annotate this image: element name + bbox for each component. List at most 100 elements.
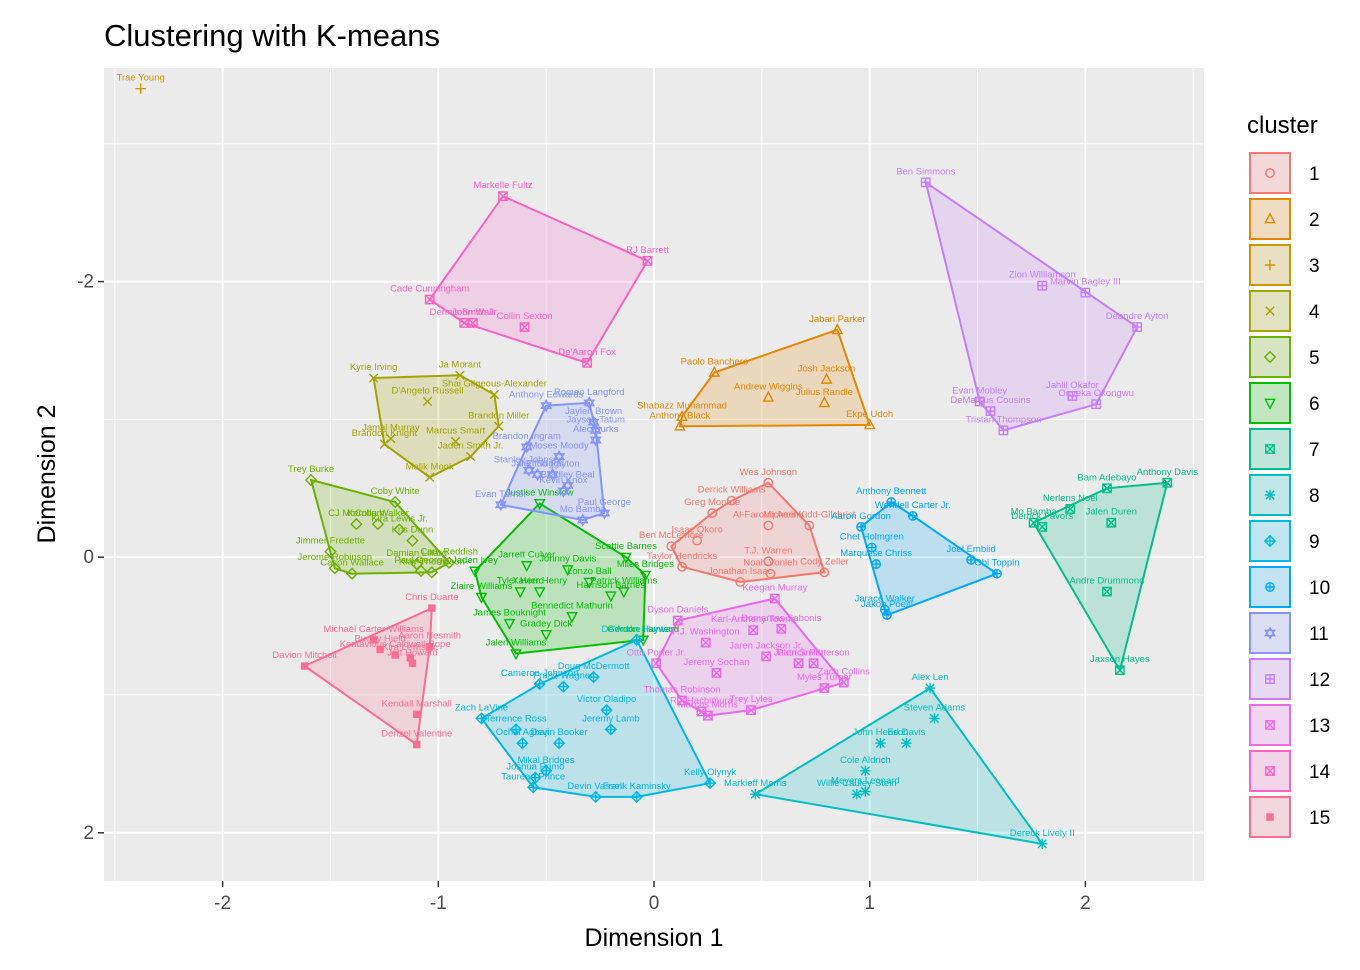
- legend-key-symbol: [1264, 259, 1276, 271]
- point-obi-toppin: Obi Toppin: [974, 558, 1020, 579]
- point-jayson-tatum: Jayson Tatum: [567, 414, 625, 437]
- point-deandre-ayton: Deandre Ayton: [1106, 311, 1168, 332]
- legend-key-symbol: [1263, 534, 1277, 548]
- legend-key-bg: [1249, 382, 1291, 424]
- point-keegan-murray: Keegan Murray: [742, 583, 808, 604]
- x-tick-label: 0: [649, 893, 660, 914]
- point-label: Andrew Wiggins: [734, 381, 803, 392]
- point-markieff-morris: Markieff Morris: [724, 778, 787, 800]
- point-zion-williamson: Zion Williamson: [1009, 270, 1076, 291]
- point-t-j-warren: T.J. Warren: [744, 545, 792, 567]
- point-label: Doug McDermott: [558, 661, 630, 672]
- cluster-hulls: [302, 180, 1169, 846]
- point-josh-jackson: Josh Jackson: [798, 363, 856, 384]
- point-label: Kira Lewis Jr.: [371, 514, 428, 525]
- point-label: Anthony Bennett: [856, 486, 927, 497]
- point-isaac-okoro: Isaac Okoro: [672, 525, 723, 546]
- point-label: Jonathan Isaac: [708, 566, 773, 577]
- point-label: Taurean Prince: [501, 771, 565, 782]
- point-label: Victor Oladipo: [577, 694, 637, 705]
- point-label: Steven Adams: [904, 702, 966, 713]
- point-jaden-smith-jr: Jaden Smith Jr.: [438, 441, 503, 462]
- point-terrence-ross: Terrence Ross: [485, 713, 547, 736]
- point-jakob-poeltl: Jakob Poeltl: [861, 599, 913, 620]
- point-bradley-beal: Bradley Beal: [541, 470, 595, 493]
- point-label: Joel Embiid: [947, 544, 996, 555]
- point-jimmer-fredette: Jimmer Fredette: [296, 536, 365, 558]
- cluster-12-hull: [924, 180, 1139, 432]
- x-tick-label: 2: [1080, 893, 1091, 914]
- point-harrison-barnes: Harrison Barnes: [577, 580, 645, 603]
- point-label: Ben McLemore: [639, 530, 703, 541]
- point-label: Evan Mobley: [952, 385, 1007, 396]
- point-michael-kidd-gilchrist: Michael Kidd-Gilchrist: [763, 509, 856, 531]
- point-label: Marquese Chriss: [840, 548, 912, 559]
- point-label: Josh Jackson: [798, 363, 856, 374]
- point-label: Kevin Knox: [539, 475, 587, 486]
- y-tick-label: 2: [83, 823, 94, 844]
- point-label: Elfrid Payton: [526, 459, 580, 470]
- legend-key-symbol: [1264, 489, 1276, 501]
- point-d-angelo-russell: D'Angelo Russell: [392, 385, 464, 407]
- point-label: Patrick Patterson: [777, 647, 849, 658]
- point-label: Thomas Robinson: [643, 684, 720, 695]
- point-label: Jabari Parker: [809, 314, 866, 325]
- point-label: Jahlil Okafor: [1046, 380, 1099, 391]
- point-james-bouknight: James Bouknight: [473, 607, 546, 631]
- point-label: Stanley Johnson: [494, 454, 564, 465]
- legend-key-swatch: [1249, 612, 1291, 654]
- x-axis-ticks: -2 -1 0 1 2: [214, 881, 1091, 914]
- point-label: Wes Johnson: [740, 467, 797, 478]
- point-label: Mo Bamba: [560, 504, 607, 515]
- point-zach-lavine: Zach LaVine: [455, 702, 508, 725]
- point-cole-aldrich: Cole Aldrich: [840, 755, 891, 776]
- point-jeremy-lamb: Jeremy Lamb: [582, 713, 640, 736]
- point-label: Dyson Daniels: [647, 605, 708, 616]
- point-label: Mikal Bridges: [518, 755, 575, 766]
- point-zach-collins: Zach Collins: [818, 667, 871, 688]
- point-label: Meyers Leonard: [831, 775, 900, 786]
- point-label: Cody Zeller: [800, 556, 849, 567]
- cluster-1-hull: [670, 481, 826, 584]
- point-label: Ja Morant: [439, 359, 482, 370]
- point-noah-vonleh: Noah Vonleh: [743, 558, 798, 579]
- point-myles-turner: Myles Turner: [797, 672, 852, 693]
- point-label: Johnny Davis: [539, 554, 596, 565]
- x-tick-label: -1: [430, 893, 447, 914]
- point-label: Patrick Williams: [590, 576, 657, 587]
- point-joel-embiid: Joel Embiid: [947, 544, 996, 565]
- point-label: Ziaire Williams: [451, 581, 513, 592]
- point-label: Kris Dunn: [392, 525, 434, 536]
- point-p-j-washington: P.J. Washington: [672, 627, 740, 648]
- point-ziaire-williams: Ziaire Williams: [451, 581, 513, 604]
- point-bennedict-mathurin: Bennedict Mathurin: [531, 600, 613, 624]
- point-label: Wendell Carter Jr.: [875, 500, 951, 511]
- point-label: Zach LaVine: [455, 702, 508, 713]
- point-label: Kyrie Irving: [350, 362, 398, 373]
- point-cam-reddish: Cam Reddish: [420, 547, 478, 569]
- point-malik-monk: Malik Monk: [406, 461, 454, 482]
- point-joshua-primo: Joshua Primo: [506, 762, 564, 784]
- point-label: Cam Reddish: [420, 547, 478, 558]
- point-label: Jeremy Lamb: [582, 713, 640, 724]
- point-label: Zach Collins: [818, 667, 871, 678]
- point-ekpe-udoh: Ekpe Udoh: [846, 409, 893, 430]
- point-label: Jimmer Fredette: [296, 536, 365, 547]
- point-franz-wagner: Franz Wagner: [533, 671, 593, 693]
- point-tristan-thompson: Tristan Thompson: [965, 414, 1041, 436]
- point-label: Ben Simmons: [896, 166, 955, 177]
- point-derrick-williams: Derrick Williams: [698, 485, 766, 506]
- gridlines: [104, 68, 1204, 881]
- point-label: Scottie Barnes: [595, 541, 657, 552]
- point-label: Brandon Knight: [352, 428, 418, 439]
- legend-item-6: 6: [1249, 382, 1320, 424]
- legend-item-11: 11: [1249, 612, 1329, 654]
- legend-item-13: 13: [1249, 704, 1330, 746]
- point-label: Malik Monk: [406, 461, 454, 472]
- point-kris-dunn: Kris Dunn: [392, 525, 434, 547]
- point-label: Marcus Smart: [426, 425, 485, 436]
- point-cameron-johnson: Cameron Johnson: [501, 668, 579, 691]
- point-label: Zion Williamson: [1009, 270, 1076, 281]
- point-jarace-walker: Jarace Walker: [855, 594, 915, 615]
- point-label: Nerlens Noel: [1043, 493, 1098, 504]
